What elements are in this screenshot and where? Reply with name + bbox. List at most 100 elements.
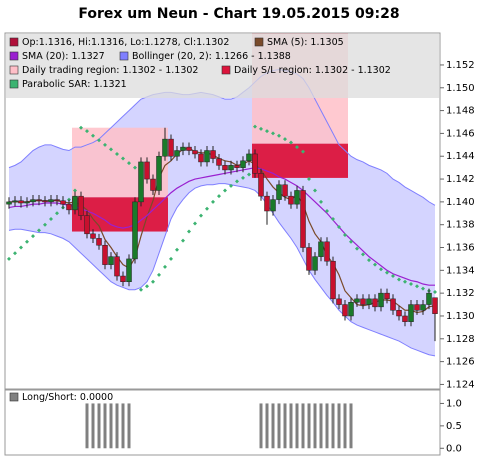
sar-dot bbox=[379, 267, 383, 272]
sar-dot bbox=[229, 183, 233, 188]
bar bbox=[301, 403, 305, 449]
bar bbox=[307, 403, 311, 449]
candle-body bbox=[366, 298, 372, 305]
candle-body bbox=[240, 160, 246, 168]
sar-dot bbox=[145, 284, 149, 289]
legend-label: Long/Short: 0.0000 bbox=[22, 392, 113, 403]
sar-dot bbox=[121, 156, 125, 161]
candle-body bbox=[18, 200, 24, 204]
sar-dot bbox=[37, 228, 41, 233]
sar-dot bbox=[211, 199, 215, 204]
plot-frame bbox=[4, 32, 441, 390]
bar bbox=[349, 403, 353, 449]
candle-body bbox=[198, 153, 204, 163]
legend-label: Daily S/L region: 1.1302 - 1.1302 bbox=[234, 65, 391, 76]
candle-body bbox=[276, 184, 282, 200]
candle-body bbox=[408, 304, 414, 322]
legend-label: Parabolic SAR: 1.1321 bbox=[22, 79, 127, 90]
bar bbox=[343, 403, 347, 449]
y-tick-label: 1.152 bbox=[446, 60, 475, 71]
sar-dot bbox=[25, 239, 29, 244]
candle-body bbox=[426, 292, 432, 305]
candle-body bbox=[132, 201, 138, 260]
candle-body bbox=[174, 150, 180, 157]
sar-dot bbox=[163, 264, 167, 269]
sar-dot bbox=[433, 290, 437, 295]
y-tick-label: 1.148 bbox=[446, 106, 475, 117]
sar-dot bbox=[13, 251, 17, 256]
candle-body bbox=[156, 155, 162, 191]
sar-dot bbox=[223, 188, 227, 193]
bar bbox=[319, 403, 323, 449]
candle-body bbox=[270, 199, 276, 212]
sar-dot bbox=[241, 175, 245, 180]
legend-swatch bbox=[254, 37, 264, 47]
sar-dot bbox=[115, 151, 119, 156]
candle-body bbox=[180, 146, 186, 151]
candle-body bbox=[192, 150, 198, 155]
sar-dot bbox=[31, 234, 35, 239]
sar-dot bbox=[397, 277, 401, 282]
sar-dot bbox=[49, 216, 53, 221]
sar-dot bbox=[181, 238, 185, 243]
sar-dot bbox=[217, 194, 221, 199]
candle-body bbox=[114, 256, 120, 277]
sar-dot bbox=[331, 216, 335, 221]
y-tick-label: 1.146 bbox=[446, 128, 475, 139]
candle-body bbox=[24, 201, 30, 204]
candle-body bbox=[138, 161, 144, 203]
candle-body bbox=[36, 199, 42, 201]
bar bbox=[331, 403, 335, 449]
candle-body bbox=[336, 298, 342, 305]
candle-body bbox=[252, 153, 258, 174]
sar-dot bbox=[103, 142, 107, 147]
bar bbox=[103, 403, 107, 449]
bar bbox=[283, 403, 287, 449]
candle-body bbox=[342, 304, 348, 317]
sar-dot bbox=[169, 256, 173, 261]
bar bbox=[271, 403, 275, 449]
candle-body bbox=[150, 178, 156, 191]
legend-label: SMA (20): 1.1327 bbox=[22, 51, 105, 62]
sar-dot bbox=[307, 177, 311, 182]
y-tick-label: 0.5 bbox=[446, 421, 462, 432]
sar-dot bbox=[259, 126, 263, 131]
sar-dot bbox=[199, 213, 203, 218]
sar-dot bbox=[193, 221, 197, 226]
sar-dot bbox=[55, 211, 59, 216]
y-tick-label: 1.124 bbox=[446, 379, 475, 390]
sar-dot bbox=[7, 256, 11, 261]
sar-dot bbox=[403, 279, 407, 284]
bar bbox=[313, 403, 317, 449]
sar-dot bbox=[271, 131, 275, 136]
y-tick-label: 1.130 bbox=[446, 311, 475, 322]
region bbox=[252, 143, 348, 178]
sar-dot bbox=[151, 279, 155, 284]
candle-body bbox=[312, 256, 318, 271]
sar-dot bbox=[343, 232, 347, 237]
candle-body bbox=[354, 298, 360, 303]
candle-body bbox=[390, 298, 396, 311]
sar-dot bbox=[109, 147, 113, 152]
candle-body bbox=[84, 215, 90, 235]
bar bbox=[91, 403, 95, 449]
y-tick-label: 1.136 bbox=[446, 243, 475, 254]
candle-body bbox=[102, 244, 108, 265]
candle-body bbox=[186, 146, 192, 151]
candle-body bbox=[318, 241, 324, 257]
candle-body bbox=[72, 195, 78, 211]
candle-body bbox=[12, 200, 18, 203]
sar-dot bbox=[175, 247, 179, 252]
sar-dot bbox=[391, 274, 395, 279]
sar-dot bbox=[325, 209, 329, 213]
legend-label: Op:1.1316, Hi:1.1316, Lo:1.1278, Cl:1.13… bbox=[22, 37, 229, 48]
candle-body bbox=[90, 233, 96, 239]
legend-swatch bbox=[9, 51, 19, 61]
bar bbox=[289, 403, 293, 449]
sar-dot bbox=[313, 188, 317, 193]
candle-body bbox=[414, 304, 420, 311]
candle-body bbox=[168, 138, 174, 157]
legend-swatch bbox=[9, 79, 19, 89]
sar-dot bbox=[385, 270, 389, 275]
